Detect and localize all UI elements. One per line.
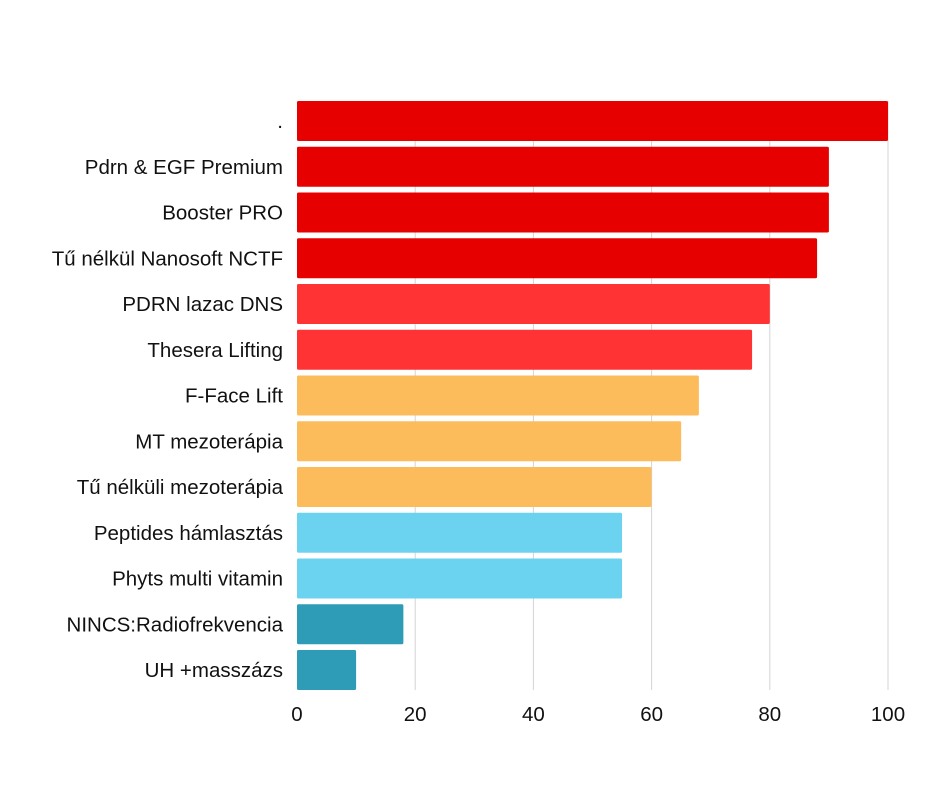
category-label: MT mezoterápia bbox=[135, 430, 283, 453]
category-label: PDRN lazac DNS bbox=[122, 293, 283, 316]
bar bbox=[297, 558, 623, 599]
category-label: Thesera Lifting bbox=[147, 339, 283, 362]
bar-layer bbox=[297, 101, 888, 690]
category-label: Peptides hámlasztás bbox=[94, 522, 283, 545]
bar bbox=[297, 421, 682, 462]
bar bbox=[297, 146, 829, 187]
category-label: F-Face Lift bbox=[185, 385, 283, 408]
x-tick-label: 40 bbox=[522, 703, 545, 726]
x-tick-label: 60 bbox=[640, 703, 663, 726]
category-label: Booster PRO bbox=[162, 202, 283, 225]
category-label: Phyts multi vitamin bbox=[112, 568, 283, 591]
bar bbox=[297, 329, 753, 370]
category-labels: . Pdrn & EGF Premium Booster PRO Tű nélkül … bbox=[52, 110, 284, 682]
x-tick-label: 100 bbox=[871, 703, 905, 726]
x-axis-ticks: 0 20 40 60 80 100 bbox=[291, 703, 905, 726]
bar bbox=[297, 238, 818, 279]
x-tick-label: 0 bbox=[291, 703, 302, 726]
category-label: Tű nélkül Nanosoft NCTF bbox=[52, 247, 283, 270]
bar bbox=[297, 192, 829, 233]
bar bbox=[297, 375, 699, 416]
category-label: . bbox=[277, 110, 283, 133]
bar bbox=[297, 101, 888, 141]
bar bbox=[297, 284, 770, 324]
category-label: NINCS:Radiofrekvencia bbox=[67, 613, 284, 636]
category-label: Tű nélküli mezoterápia bbox=[77, 476, 284, 499]
category-label: UH +masszázs bbox=[145, 659, 283, 682]
bar bbox=[297, 512, 623, 553]
bar bbox=[297, 650, 357, 690]
category-label: Pdrn & EGF Premium bbox=[85, 156, 283, 179]
x-tick-label: 20 bbox=[404, 703, 427, 726]
bar bbox=[297, 604, 404, 645]
bar bbox=[297, 467, 652, 507]
x-tick-label: 80 bbox=[758, 703, 781, 726]
